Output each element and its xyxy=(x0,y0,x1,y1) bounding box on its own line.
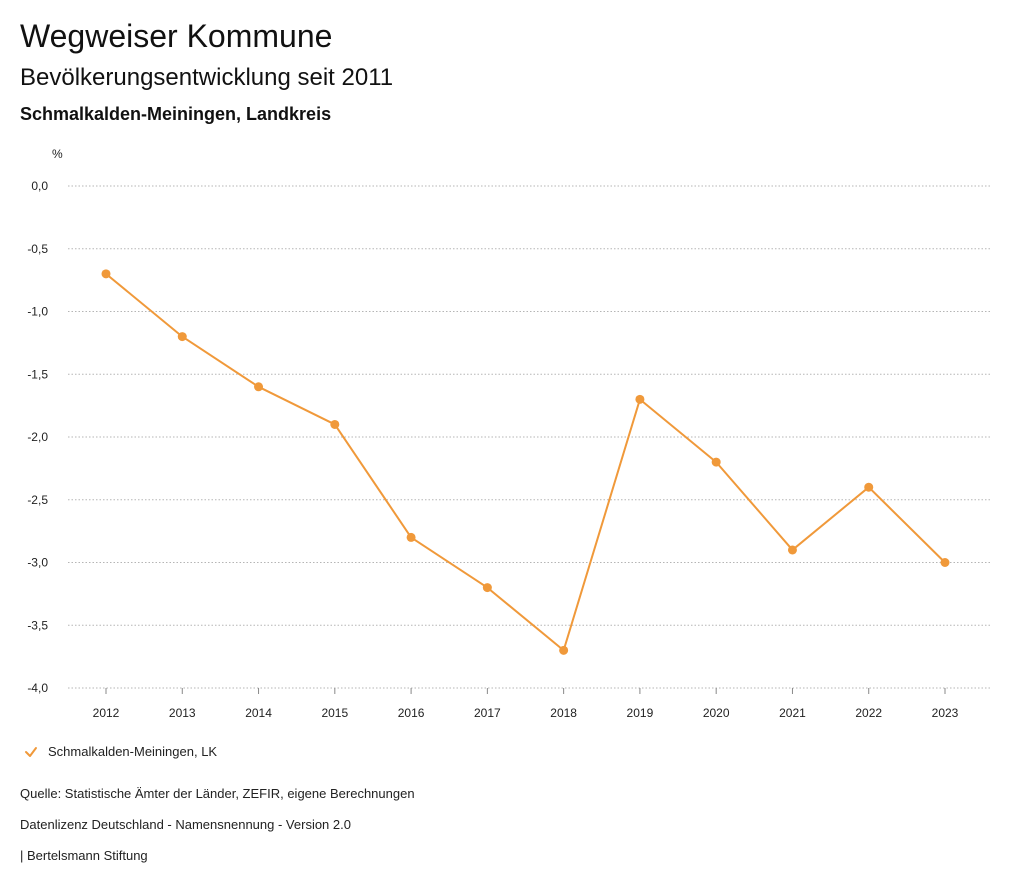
data-point[interactable] xyxy=(254,382,264,392)
legend-label: Schmalkalden-Meiningen, LK xyxy=(48,744,218,759)
x-tick-label: 2020 xyxy=(703,706,730,720)
data-point[interactable] xyxy=(940,558,950,567)
x-tick-label: 2022 xyxy=(855,706,882,720)
y-tick-label: -2,0 xyxy=(27,430,48,444)
y-tick-label: -1,0 xyxy=(27,305,48,319)
data-point[interactable] xyxy=(101,269,111,279)
y-tick-label: -3,0 xyxy=(27,556,48,570)
source-note: Quelle: Statistische Ämter der Länder, Z… xyxy=(20,786,415,801)
line-chart: % 0,0 -0,5 -1,0 -1,5 -2,0 -2,5 -3,0 -3,5 -4,0 20… xyxy=(27,147,990,720)
data-point[interactable] xyxy=(635,394,645,404)
chart-subtitle: Bevölkerungsentwicklung seit 2011 xyxy=(20,64,394,91)
data-point[interactable] xyxy=(787,545,797,555)
license-note: Datenlizenz Deutschland - Namensnennung … xyxy=(20,817,351,832)
legend[interactable]: Schmalkalden-Meiningen, LK xyxy=(24,744,217,759)
y-tick-label: -0,5 xyxy=(27,242,48,256)
x-tick-label: 2023 xyxy=(932,706,959,720)
data-point[interactable] xyxy=(330,419,340,429)
x-tick-label: 2016 xyxy=(398,706,425,720)
data-point[interactable] xyxy=(177,332,187,342)
gridlines xyxy=(68,185,990,689)
data-point[interactable] xyxy=(711,457,721,467)
x-tick-label: 2015 xyxy=(321,706,348,720)
data-point[interactable] xyxy=(482,583,492,593)
x-tick-label: 2021 xyxy=(779,706,806,720)
x-tick-label: 2018 xyxy=(550,706,577,720)
x-tick-label: 2013 xyxy=(169,706,196,720)
check-icon xyxy=(25,746,37,757)
y-tick-label: -1,5 xyxy=(27,367,48,381)
x-tick-label: 2017 xyxy=(474,706,501,720)
x-axis-ticks: 2012 2013 2014 2015 2016 2017 2018 2019 2020 2021… xyxy=(93,688,959,720)
data-point[interactable] xyxy=(406,532,416,542)
region-name: Schmalkalden-Meiningen, Landkreis xyxy=(20,104,332,124)
y-tick-label: 0,0 xyxy=(31,179,48,193)
y-tick-label: -4,0 xyxy=(27,681,48,695)
y-tick-label: -2,5 xyxy=(27,493,48,507)
x-tick-label: 2012 xyxy=(93,706,120,720)
data-series xyxy=(101,269,950,655)
data-point[interactable] xyxy=(864,482,874,492)
y-axis-ticks: 0,0 -0,5 -1,0 -1,5 -2,0 -2,5 -3,0 -3,5 -4,0 xyxy=(27,179,48,695)
publisher-note: | Bertelsmann Stiftung xyxy=(20,848,148,863)
y-tick-label: -3,5 xyxy=(27,618,48,632)
y-axis-unit-label: % xyxy=(52,147,63,161)
data-point[interactable] xyxy=(559,645,569,655)
series-line xyxy=(105,273,946,652)
x-tick-label: 2019 xyxy=(627,706,654,720)
x-tick-label: 2014 xyxy=(245,706,272,720)
page-title: Wegweiser Kommune xyxy=(20,18,333,54)
